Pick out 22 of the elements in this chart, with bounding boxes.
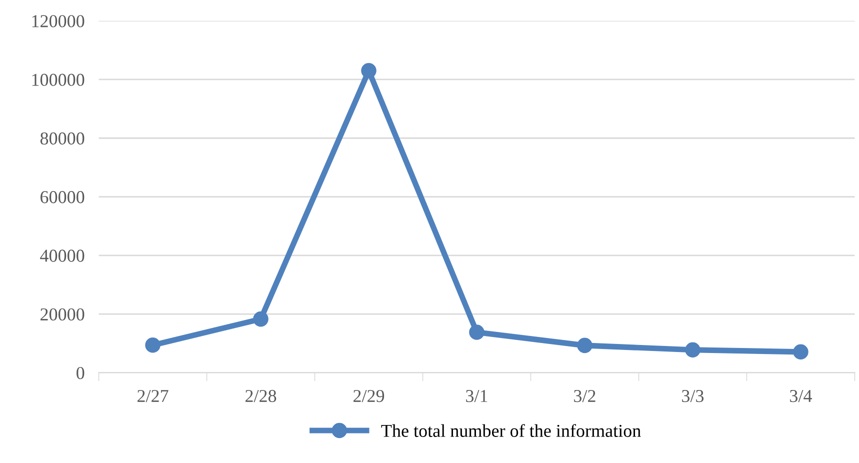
x-tick-label: 3/4 <box>790 390 812 402</box>
point <box>145 338 160 353</box>
y-tick-label: 40000 <box>40 250 84 262</box>
x-tick-label: 2/27 <box>138 390 168 402</box>
x-tick-label: 3/2 <box>574 390 596 402</box>
x-tick-label: 2/28 <box>246 390 276 402</box>
y-tick-label: 60000 <box>40 191 84 204</box>
y-tick-label: 0 <box>76 366 84 380</box>
y-tick-label: 80000 <box>40 132 84 145</box>
point <box>361 63 376 78</box>
point <box>685 342 700 358</box>
point <box>469 324 484 340</box>
point <box>253 311 268 327</box>
x-tick-label: 2/29 <box>354 390 384 402</box>
y-tick-label: 20000 <box>40 308 84 321</box>
point <box>793 344 808 360</box>
y-tick-label: 100000 <box>32 74 84 86</box>
y-tick-label: 120000 <box>32 15 84 28</box>
legend-label: The total number of the information <box>381 424 641 437</box>
x-tick-label: 3/3 <box>682 390 704 402</box>
point <box>577 338 592 354</box>
x-tick-label: 3/1 <box>466 390 488 402</box>
